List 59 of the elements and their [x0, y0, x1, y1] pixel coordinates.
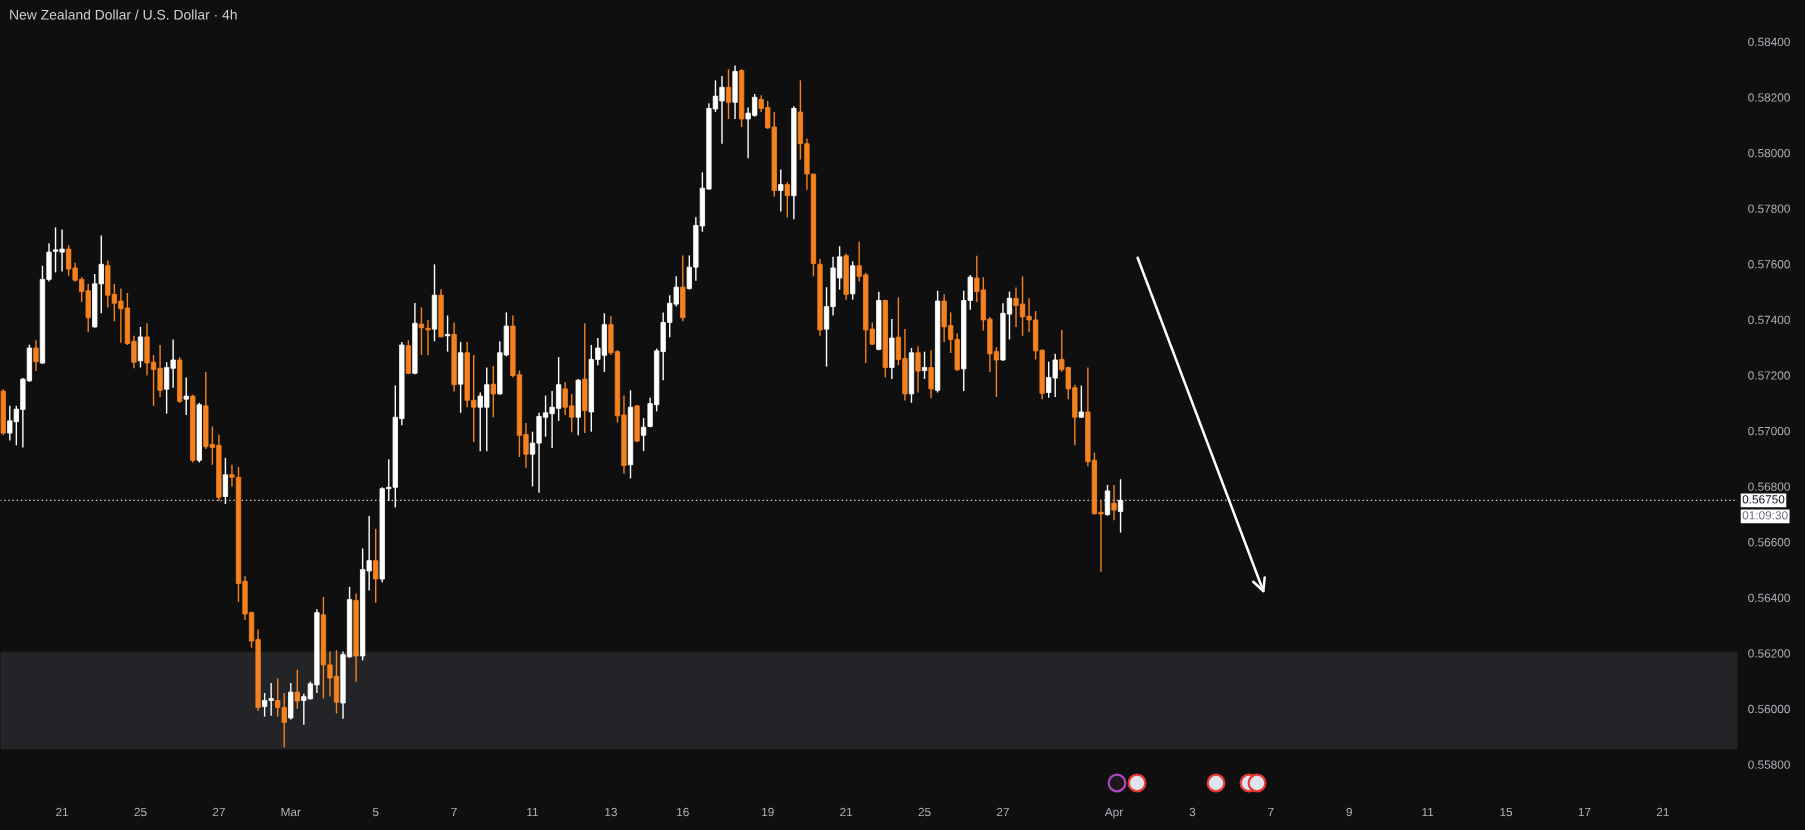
- candlestick: [1117, 478, 1124, 534]
- candlestick: [137, 326, 144, 369]
- x-tick-label: 15: [1500, 807, 1513, 817]
- y-tick-label: 0.58200: [1748, 93, 1790, 102]
- y-tick-label: 0.57400: [1748, 315, 1790, 325]
- text: New Zealand Dollar / U.S. Dollar · 4h: [10, 9, 237, 20]
- candlestick: [444, 314, 451, 353]
- x-tick-label: 21: [56, 807, 69, 817]
- x-tick-label: 27: [996, 807, 1009, 817]
- x-tick-label: 27: [212, 807, 225, 817]
- x-tick-label: 5: [372, 807, 379, 817]
- y-tick-label: 0.56200: [1748, 649, 1790, 658]
- y-tick-label: 0.56400: [1748, 593, 1790, 603]
- text: 01:09:30: [1742, 511, 1788, 520]
- y-tick-label: 0.56800: [1748, 482, 1790, 491]
- y-tick-label: 0.57000: [1748, 426, 1790, 436]
- y-tick-label: 0.56000: [1748, 704, 1790, 714]
- x-tick-label: 17: [1578, 807, 1591, 817]
- x-tick-label: 25: [918, 807, 931, 817]
- candlestick: [784, 181, 790, 219]
- candlestick: [725, 68, 732, 120]
- candlestick: [640, 417, 647, 452]
- x-tick-label: 11: [527, 807, 539, 817]
- x-tick-label: 3: [1189, 807, 1196, 817]
- candlestick: [294, 668, 300, 710]
- x-tick-label: 25: [134, 807, 147, 817]
- x-tick-label: 13: [605, 807, 617, 817]
- candlestick: [425, 319, 431, 356]
- candlestick: [1104, 484, 1111, 517]
- candlestick: [778, 168, 784, 213]
- candlestick: [373, 528, 379, 604]
- x-tick-label: 9: [1346, 807, 1352, 817]
- x-tick-label: Mar: [281, 807, 301, 817]
- candlestick: [921, 350, 928, 380]
- x-tick-label: 11: [1422, 807, 1434, 817]
- y-tick-label: 0.58400: [1748, 37, 1790, 47]
- y-tick-label: 0.57800: [1748, 204, 1790, 213]
- y-tick-label: 0.58000: [1748, 148, 1790, 158]
- x-tick-label: 16: [677, 807, 689, 817]
- y-tick-label: 0.55800: [1748, 760, 1790, 769]
- candlestick: [183, 376, 189, 416]
- candlestick: [418, 306, 425, 356]
- candlestick: [1078, 384, 1084, 419]
- y-tick-label: 0.57600: [1748, 260, 1790, 269]
- ref-line-label: 0.56750: [1742, 495, 1785, 504]
- x-tick-label: 21: [1656, 807, 1669, 817]
- x-tick-label: 7: [451, 807, 457, 817]
- x-tick-label: 7: [1268, 807, 1274, 817]
- candlestick: [928, 349, 934, 400]
- y-tick-label: 0.56600: [1748, 538, 1790, 547]
- candlestick: [915, 345, 921, 394]
- candlestick: [222, 457, 229, 505]
- candlestick: [1111, 484, 1117, 522]
- x-tick-label: 19: [762, 807, 774, 817]
- x-tick-label: Apr: [1104, 807, 1124, 819]
- y-tick-label: 0.57200: [1748, 371, 1790, 380]
- candlestick: [33, 339, 39, 372]
- candlestick: [490, 365, 496, 418]
- x-tick-label: 21: [840, 807, 853, 817]
